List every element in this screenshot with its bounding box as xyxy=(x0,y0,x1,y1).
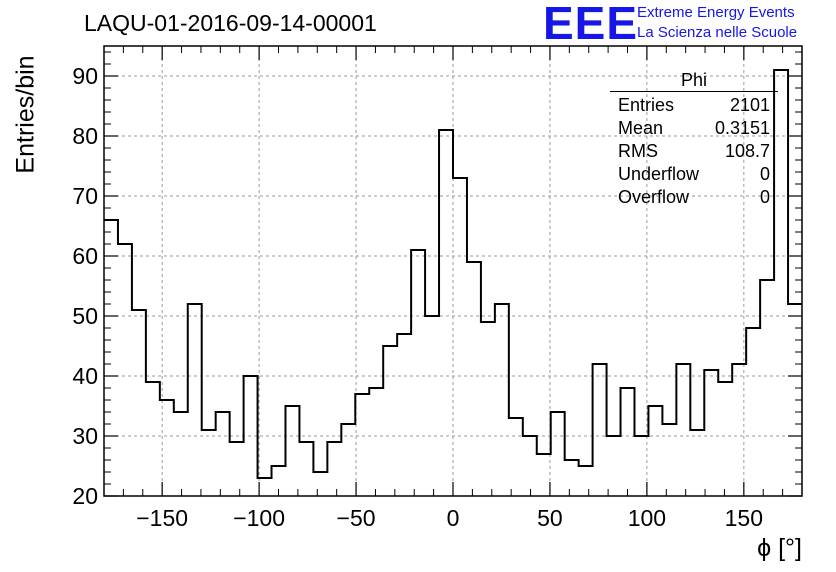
stats-row-mean: Mean 0.3151 xyxy=(610,117,778,140)
stats-value: 0.3151 xyxy=(714,118,770,138)
stats-value: 0 xyxy=(759,164,770,184)
chart-title: LAQU-01-2016-09-14-00001 xyxy=(84,10,377,36)
stats-row-underflow: Underflow 0 xyxy=(610,163,778,186)
stats-value: 0 xyxy=(759,187,770,207)
stats-value: 2101 xyxy=(729,95,770,115)
axis-ticks xyxy=(103,46,803,497)
x-tick-label: 0 xyxy=(447,505,460,531)
y-tick-label: 70 xyxy=(72,183,98,209)
y-tick-label: 20 xyxy=(72,483,98,509)
axis-tick-labels: −150 −100 −50 0 50 100 150 20 30 40 50 60 70 80 90 xyxy=(72,63,763,531)
y-tick-label: 50 xyxy=(72,303,98,329)
stats-label: RMS xyxy=(618,141,658,161)
stats-label: Mean xyxy=(618,118,664,138)
stats-value: 108.7 xyxy=(724,141,770,161)
grid-lines xyxy=(104,46,802,497)
y-tick-label: 30 xyxy=(72,423,98,449)
stats-box: Phi Entries 2101 Mean 0.3151 RMS 108.7 U… xyxy=(610,70,778,209)
x-axis-label: ϕ [°] xyxy=(757,534,802,562)
x-tick-label: −150 xyxy=(136,505,188,531)
stats-label: Overflow xyxy=(618,187,690,207)
x-tick-label: −100 xyxy=(233,505,285,531)
x-tick-label: 100 xyxy=(628,505,666,531)
y-tick-label: 40 xyxy=(72,363,98,389)
stats-row-entries: Entries 2101 xyxy=(610,94,778,117)
y-axis-label: Entries/bin xyxy=(11,55,40,174)
stats-row-overflow: Overflow 0 xyxy=(610,186,778,209)
stats-title: Phi xyxy=(610,70,778,92)
y-tick-label: 80 xyxy=(72,123,98,149)
logo-line-1: Extreme Energy Events xyxy=(637,4,795,21)
x-tick-label: 50 xyxy=(537,505,563,531)
y-tick-label: 90 xyxy=(72,63,98,89)
histogram-outline xyxy=(104,69,802,479)
stats-label: Entries xyxy=(618,95,675,115)
x-tick-label: 150 xyxy=(725,505,763,531)
stats-row-rms: RMS 108.7 xyxy=(610,140,778,163)
eee-logo-mark: EEE xyxy=(543,0,639,49)
y-tick-label: 60 xyxy=(72,243,98,269)
stats-label: Underflow xyxy=(618,164,700,184)
logo-line-2: La Scienza nelle Scuole xyxy=(637,24,798,41)
x-tick-label: −50 xyxy=(337,505,376,531)
